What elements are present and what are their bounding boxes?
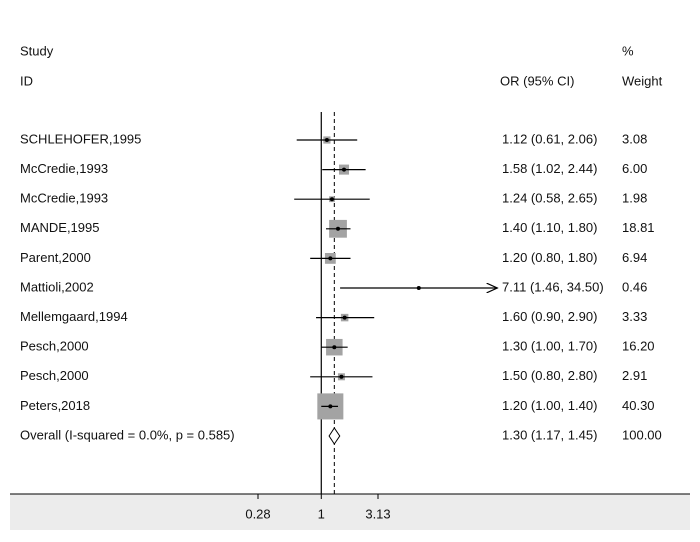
weight-label: 6.94 [622,250,647,265]
x-tick-label: 0.28 [245,506,270,521]
weight-label: 40.30 [622,398,655,413]
weight-label: 2.91 [622,368,647,383]
effect-label: 1.58 (1.02, 2.44) [502,161,597,176]
weight-label: 100.00 [622,427,662,442]
effect-label: 1.60 (0.90, 2.90) [502,309,597,324]
header: OR (95% CI) [500,73,574,88]
effect-label: 1.40 (1.10, 1.80) [502,220,597,235]
weight-label: 1.98 [622,191,647,206]
effect-label: 1.50 (0.80, 2.80) [502,368,597,383]
x-tick-label: 1 [318,506,325,521]
overall-diamond [328,427,341,445]
point-estimate [328,256,333,261]
axis-band [10,494,690,530]
point-estimate [332,345,337,350]
header: Weight [622,73,663,88]
effect-label: 1.30 (1.17, 1.45) [502,427,597,442]
point-estimate [336,226,341,231]
point-estimate [339,374,344,379]
study-label: Peters,2018 [20,398,90,413]
study-label: Overall (I-squared = 0.0%, p = 0.585) [20,427,235,442]
weight-label: 16.20 [622,339,655,354]
header: ID [20,73,33,88]
study-label: Mattioli,2002 [20,279,94,294]
effect-label: 1.20 (0.80, 1.80) [502,250,597,265]
study-label: Parent,2000 [20,250,91,265]
weight-label: 0.46 [622,279,647,294]
weight-label: 6.00 [622,161,647,176]
point-estimate [324,138,329,142]
weight-label: 3.08 [622,131,647,146]
study-label: McCredie,1993 [20,161,108,176]
study-label: Pesch,2000 [20,339,89,354]
weight-label: 3.33 [622,309,647,324]
point-estimate [328,404,333,409]
header: Study [20,43,54,58]
effect-label: 1.24 (0.58, 2.65) [502,191,597,206]
weight-label: 18.81 [622,220,655,235]
point-estimate [329,197,334,202]
study-label: MANDE,1995 [20,220,99,235]
study-label: Pesch,2000 [20,368,89,383]
header: % [622,43,634,58]
point-estimate [342,315,347,320]
point-estimate [342,167,347,172]
study-label: McCredie,1993 [20,191,108,206]
point-estimate [416,286,421,290]
effect-label: 1.20 (1.00, 1.40) [502,398,597,413]
effect-label: 1.30 (1.00, 1.70) [502,339,597,354]
x-tick-label: 3.13 [365,506,390,521]
study-label: Mellemgaard,1994 [20,309,128,324]
effect-label: 1.12 (0.61, 2.06) [502,131,597,146]
effect-label: 7.11 (1.46, 34.50) [502,279,604,294]
study-label: SCHLEHOFER,1995 [20,131,141,146]
